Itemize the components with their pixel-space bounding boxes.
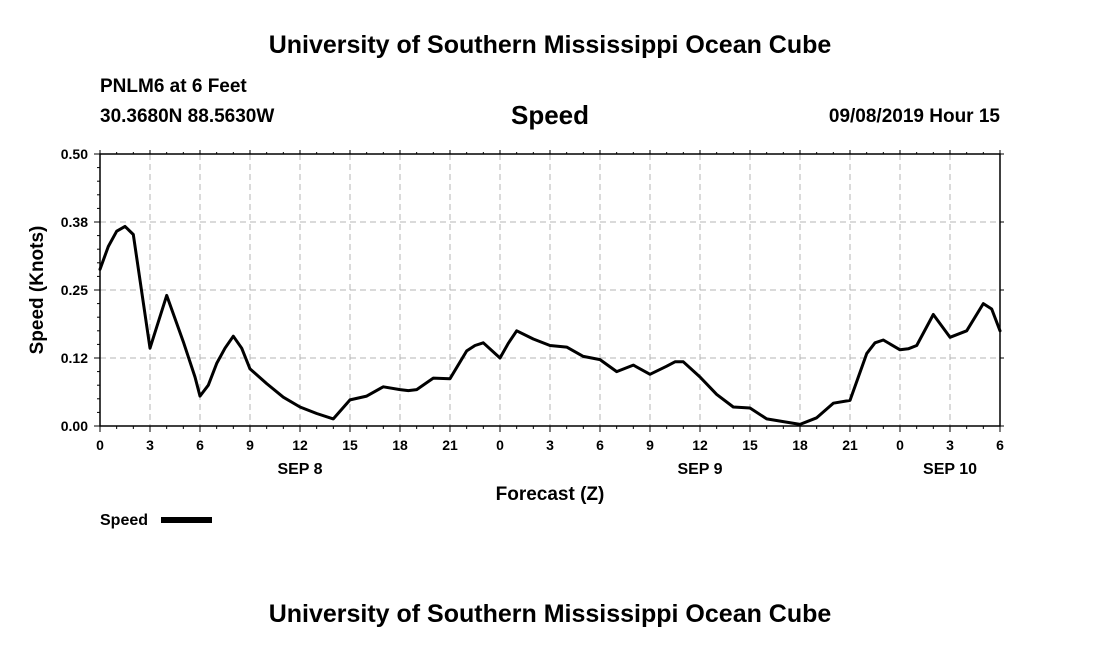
coordinates-label: 30.3680N 88.5630W bbox=[100, 106, 275, 127]
x-tick-label: 12 bbox=[692, 437, 708, 453]
y-tick-label: 0.00 bbox=[61, 418, 88, 434]
x-tick-label: 0 bbox=[496, 437, 504, 453]
y-tick-label: 0.38 bbox=[61, 214, 88, 230]
x-tick-label: 6 bbox=[596, 437, 604, 453]
x-tick-label: 18 bbox=[392, 437, 408, 453]
y-tick-label: 0.12 bbox=[61, 350, 88, 366]
x-tick-label: 3 bbox=[146, 437, 154, 453]
station-label: PNLM6 at 6 Feet bbox=[100, 76, 247, 97]
x-tick-label: 3 bbox=[946, 437, 954, 453]
y-tick-label: 0.50 bbox=[61, 146, 88, 162]
x-tick-label: 9 bbox=[246, 437, 254, 453]
x-tick-label: 3 bbox=[546, 437, 554, 453]
footer-title: University of Southern Mississippi Ocean… bbox=[268, 600, 832, 628]
date-label: SEP 8 bbox=[277, 461, 322, 478]
x-tick-label: 21 bbox=[842, 437, 858, 453]
date-label: SEP 9 bbox=[677, 461, 722, 478]
speed-series-line bbox=[98, 224, 1002, 426]
x-tick-label: 18 bbox=[792, 437, 808, 453]
date-label: SEP 10 bbox=[923, 461, 977, 478]
legend-label: Speed bbox=[100, 512, 148, 529]
y-axis-title: Speed (Knots) bbox=[27, 226, 48, 355]
plot-frame bbox=[99, 153, 1001, 427]
x-tick-label: 6 bbox=[196, 437, 204, 453]
x-tick-label: 6 bbox=[996, 437, 1004, 453]
chart-title: Speed bbox=[510, 100, 590, 130]
x-tick-label: 9 bbox=[646, 437, 654, 453]
timestamp-label: 09/08/2019 Hour 15 bbox=[828, 106, 1000, 127]
x-tick-label: 21 bbox=[442, 437, 458, 453]
x-tick-label: 0 bbox=[96, 437, 104, 453]
page-title: University of Southern Mississippi Ocean… bbox=[268, 31, 832, 59]
x-tick-label: 15 bbox=[342, 437, 358, 453]
x-tick-label: 0 bbox=[896, 437, 904, 453]
x-tick-label: 12 bbox=[292, 437, 308, 453]
x-axis-title: Forecast (Z) bbox=[496, 484, 605, 505]
y-tick-label: 0.25 bbox=[61, 282, 88, 298]
x-tick-label: 15 bbox=[742, 437, 758, 453]
